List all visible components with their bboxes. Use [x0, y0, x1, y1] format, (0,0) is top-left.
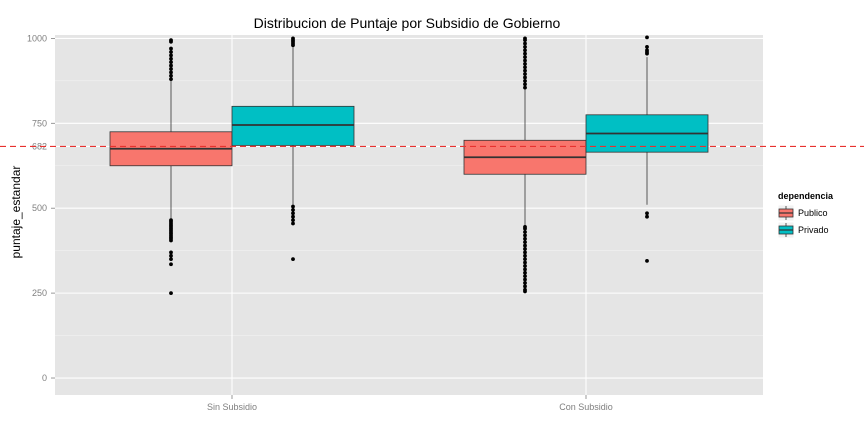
outlier-point: [523, 51, 527, 56]
legend-key-publico: [777, 204, 795, 222]
outlier-point: [523, 257, 527, 262]
chart-title: Distribucion de Puntaje por Subsidio de …: [254, 15, 561, 31]
outlier-point: [169, 53, 173, 58]
outlier-point: [523, 250, 527, 255]
outlier-point: [169, 60, 173, 65]
outlier-point: [645, 214, 649, 219]
outlier-point: [523, 78, 527, 83]
outlier-point: [169, 46, 173, 51]
outlier-point: [291, 43, 295, 48]
y-tick-label: 250: [32, 288, 47, 298]
outlier-point: [169, 238, 173, 243]
outlier-point: [645, 35, 649, 40]
outlier-point: [523, 277, 527, 282]
outlier-point: [291, 208, 295, 212]
outlier-point: [169, 262, 173, 267]
outlier-point: [169, 77, 173, 82]
outlier-point: [169, 50, 173, 54]
legend: dependencia Publico Privado: [777, 191, 834, 239]
y-tick-label: 682: [32, 141, 47, 151]
outlier-point: [523, 82, 527, 87]
outlier-point: [291, 257, 295, 262]
outlier-point: [523, 75, 527, 80]
outlier-point: [523, 72, 527, 76]
outlier-point: [169, 56, 173, 61]
outlier-point: [645, 44, 649, 49]
outlier-point: [523, 240, 527, 245]
outlier-point: [291, 214, 295, 219]
outlier-point: [523, 55, 527, 59]
outlier-point: [523, 267, 527, 272]
outlier-point: [291, 211, 295, 216]
outlier-point: [169, 250, 173, 255]
outlier-point: [523, 65, 527, 70]
outlier-point: [523, 260, 527, 265]
y-axis-title: puntaje_estandar: [9, 166, 23, 259]
outlier-point: [523, 58, 527, 63]
y-tick-label: 1000: [27, 33, 47, 43]
outlier-point: [291, 221, 295, 226]
outlier-point: [169, 67, 173, 71]
outlier-point: [523, 48, 527, 53]
outlier-point: [523, 230, 527, 234]
x-tick-label: Con Subsidio: [559, 402, 613, 412]
y-tick-label: 0: [42, 373, 47, 383]
outlier-point: [523, 281, 527, 285]
y-tick-label: 750: [32, 118, 47, 128]
x-tick-label: Sin Subsidio: [207, 402, 257, 412]
outlier-point: [645, 51, 649, 56]
outlier-point: [523, 61, 527, 66]
box-privado-con-subsidio: [585, 35, 709, 263]
outlier-point: [169, 73, 173, 78]
legend-label-publico: Publico: [798, 208, 828, 218]
outlier-point: [523, 270, 527, 275]
outlier-point: [523, 226, 527, 231]
outlier-point: [291, 218, 295, 222]
outlier-point: [169, 291, 173, 296]
outlier-point: [645, 211, 649, 216]
plot-panel: [55, 35, 763, 395]
outlier-point: [523, 236, 527, 241]
outlier-point: [523, 44, 527, 49]
outlier-point: [169, 63, 173, 68]
legend-title: dependencia: [778, 191, 834, 201]
outlier-point: [169, 253, 173, 258]
outlier-point: [523, 68, 527, 73]
panel-background: [55, 35, 763, 395]
legend-key-privado: [777, 221, 795, 239]
outlier-point: [523, 85, 527, 90]
outlier-point: [523, 247, 527, 251]
outlier-point: [291, 204, 295, 209]
outlier-point: [523, 264, 527, 268]
outlier-point: [523, 253, 527, 258]
outlier-point: [523, 38, 527, 42]
outlier-point: [523, 284, 527, 289]
legend-label-privado: Privado: [798, 225, 829, 235]
box-privado-sin-subsidio: [231, 36, 355, 262]
outlier-point: [523, 243, 527, 248]
outlier-point: [169, 257, 173, 262]
y-tick-label: 500: [32, 203, 47, 213]
outlier-point: [523, 289, 527, 294]
outlier-point: [523, 274, 527, 279]
box-publico-sin-subsidio: [109, 38, 233, 296]
outlier-point: [169, 39, 173, 44]
outlier-point: [523, 233, 527, 238]
outlier-point: [523, 41, 527, 46]
outlier-point: [169, 70, 173, 75]
outlier-point: [645, 258, 649, 263]
